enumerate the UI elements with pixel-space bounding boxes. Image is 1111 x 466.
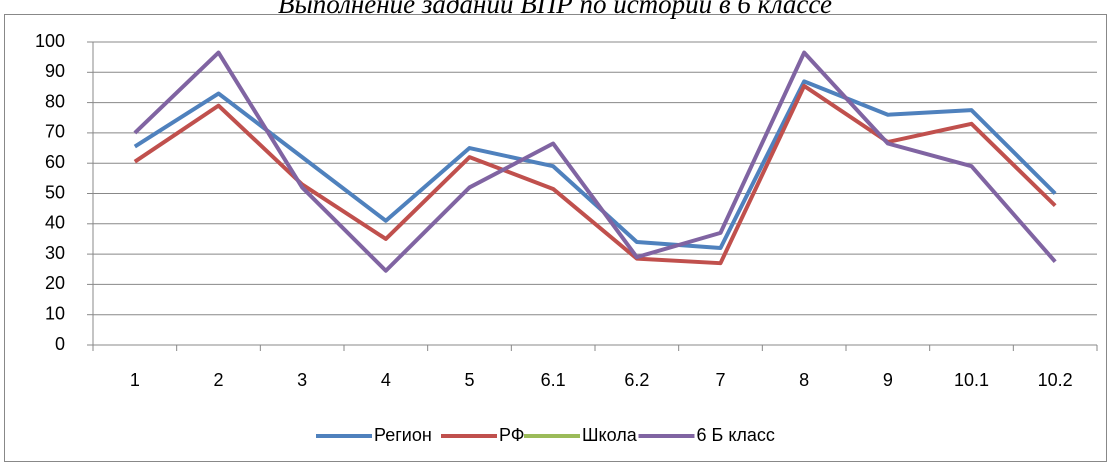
series-line xyxy=(133,83,1057,266)
x-tick-label: 10.1 xyxy=(954,370,989,390)
y-tick-label: 70 xyxy=(45,122,65,142)
y-tick-label: 20 xyxy=(45,273,65,293)
legend-label: Школа xyxy=(582,425,638,445)
title-band xyxy=(0,0,1111,14)
chart-border xyxy=(4,14,1107,462)
y-tick-label: 100 xyxy=(35,31,65,51)
x-tick-label: 3 xyxy=(297,370,307,390)
y-tick-label: 60 xyxy=(45,152,65,172)
y-tick-label: 80 xyxy=(45,91,65,111)
x-tick-label: 9 xyxy=(883,370,893,390)
x-tick-label: 2 xyxy=(213,370,223,390)
legend-label: 6 Б класс xyxy=(697,425,775,445)
chart-title: Выполнение заданий ВПР по истории в 6 кл… xyxy=(278,0,832,19)
series-line xyxy=(133,79,1057,251)
series-line xyxy=(133,50,1057,273)
x-tick-label: 8 xyxy=(799,370,809,390)
legend-label: РФ xyxy=(499,425,525,445)
y-tick-label: 50 xyxy=(45,182,65,202)
y-tick-label: 0 xyxy=(55,334,65,354)
x-tick-label: 4 xyxy=(381,370,391,390)
legend-label: Регион xyxy=(374,425,432,445)
y-tick-label: 30 xyxy=(45,243,65,263)
y-tick-label: 10 xyxy=(45,303,65,323)
y-tick-label: 40 xyxy=(45,213,65,233)
x-tick-label: 6.2 xyxy=(624,370,649,390)
x-tick-label: 6.1 xyxy=(541,370,566,390)
x-tick-label: 10.2 xyxy=(1038,370,1073,390)
x-tick-label: 5 xyxy=(464,370,474,390)
x-tick-label: 7 xyxy=(715,370,725,390)
y-tick-label: 90 xyxy=(45,61,65,81)
x-tick-label: 1 xyxy=(130,370,140,390)
